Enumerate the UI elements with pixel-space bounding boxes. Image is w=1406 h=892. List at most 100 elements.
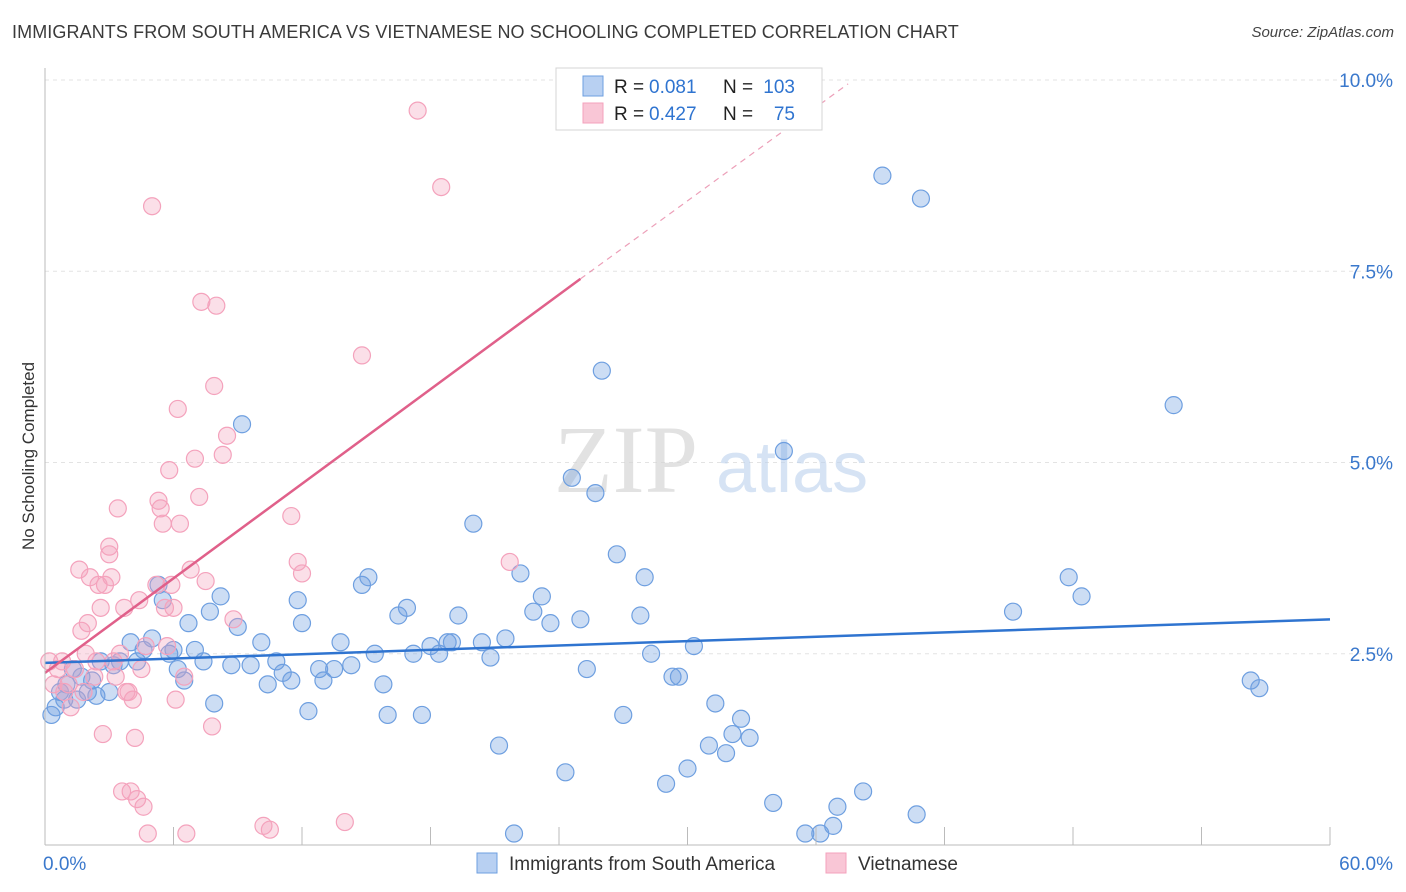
stats-r-label-blue: R = bbox=[614, 77, 644, 98]
y-tick-label-3: 10.0% bbox=[1339, 71, 1393, 92]
point-series1-14 bbox=[85, 667, 104, 686]
point-series1-71 bbox=[335, 812, 354, 832]
point-series0-80 bbox=[631, 606, 650, 625]
point-series1-49 bbox=[164, 598, 183, 617]
point-series0-81 bbox=[635, 568, 654, 587]
point-series1-33 bbox=[125, 728, 145, 748]
point-series1-39 bbox=[138, 824, 157, 843]
point-series0-109 bbox=[1250, 679, 1269, 698]
point-series1-6 bbox=[61, 698, 80, 717]
point-series0-40 bbox=[288, 591, 307, 610]
point-series0-37 bbox=[267, 652, 286, 671]
point-series0-90 bbox=[716, 744, 736, 763]
point-series1-37 bbox=[134, 797, 153, 816]
point-series0-31 bbox=[222, 656, 241, 675]
point-series1-68 bbox=[282, 506, 301, 526]
point-series0-77 bbox=[592, 361, 611, 380]
point-series1-47 bbox=[160, 461, 179, 480]
point-series0-107 bbox=[1164, 396, 1183, 415]
point-series0-44 bbox=[314, 671, 333, 690]
point-series0-55 bbox=[404, 644, 423, 663]
point-series0-88 bbox=[699, 736, 719, 755]
y-tick-label-1: 5.0% bbox=[1350, 454, 1393, 475]
point-series1-35 bbox=[130, 591, 149, 610]
point-series1-36 bbox=[132, 659, 151, 679]
point-series1-24 bbox=[106, 667, 125, 686]
point-series1-26 bbox=[110, 644, 130, 663]
y-tick-label-0: 2.5% bbox=[1350, 645, 1393, 666]
point-series1-40 bbox=[142, 197, 162, 216]
point-series0-91 bbox=[723, 724, 742, 744]
point-series1-55 bbox=[181, 560, 200, 579]
point-series0-52 bbox=[378, 705, 397, 725]
point-series1-43 bbox=[151, 499, 170, 518]
point-series1-53 bbox=[175, 667, 194, 686]
point-series0-47 bbox=[342, 656, 361, 675]
point-series0-29 bbox=[205, 694, 224, 713]
point-series0-24 bbox=[175, 671, 194, 690]
point-series0-65 bbox=[489, 736, 509, 755]
point-series0-51 bbox=[374, 675, 393, 694]
chart-source: Source: ZipAtlas.com bbox=[1251, 24, 1394, 41]
point-series0-79 bbox=[614, 705, 633, 725]
point-series1-59 bbox=[196, 571, 215, 591]
stats-n-value-blue: 103 bbox=[763, 77, 795, 98]
point-series0-75 bbox=[577, 659, 596, 679]
point-series0-49 bbox=[359, 568, 378, 587]
trend-line-series1 bbox=[44, 277, 582, 674]
point-series0-28 bbox=[200, 602, 220, 621]
point-series0-85 bbox=[669, 667, 689, 686]
point-series1-62 bbox=[207, 296, 226, 315]
legend-label-south-america: Immigrants from South America bbox=[509, 854, 776, 875]
point-series0-54 bbox=[397, 598, 417, 617]
point-series0-30 bbox=[211, 587, 230, 606]
point-series1-21 bbox=[100, 545, 119, 564]
point-series1-74 bbox=[432, 178, 451, 197]
stats-r-label-pink: R = bbox=[614, 104, 644, 125]
point-series0-63 bbox=[472, 633, 491, 652]
point-series1-44 bbox=[153, 514, 172, 533]
point-series1-51 bbox=[168, 399, 187, 419]
point-series1-64 bbox=[217, 426, 237, 445]
point-series1-52 bbox=[170, 514, 190, 533]
point-series0-73 bbox=[562, 468, 581, 487]
point-series1-50 bbox=[166, 690, 185, 709]
point-series1-61 bbox=[205, 376, 224, 396]
point-series0-59 bbox=[438, 633, 457, 652]
trend-layer bbox=[44, 83, 1331, 674]
point-series1-69 bbox=[288, 552, 307, 572]
chart-title: IMMIGRANTS FROM SOUTH AMERICA VS VIETNAM… bbox=[12, 22, 959, 42]
x-tick-label-0: 0.0% bbox=[43, 854, 86, 875]
point-series1-10 bbox=[74, 682, 93, 702]
point-series0-62 bbox=[464, 514, 483, 533]
axes-layer bbox=[44, 68, 1331, 846]
point-series1-20 bbox=[100, 537, 119, 556]
point-series0-27 bbox=[194, 652, 213, 671]
points-layer bbox=[40, 101, 1269, 843]
point-series0-101 bbox=[873, 166, 892, 185]
point-series0-39 bbox=[282, 671, 301, 690]
point-series0-61 bbox=[449, 606, 468, 625]
point-series1-63 bbox=[213, 445, 232, 464]
point-series1-56 bbox=[185, 449, 205, 468]
stats-n-label-pink: N = bbox=[723, 104, 753, 125]
point-series0-105 bbox=[1072, 587, 1091, 606]
legend-swatch-south-america bbox=[476, 852, 498, 874]
point-series0-103 bbox=[911, 189, 931, 208]
point-series0-36 bbox=[258, 675, 277, 694]
point-series0-25 bbox=[179, 614, 198, 633]
point-series1-7 bbox=[65, 659, 85, 679]
trend-line-series0 bbox=[44, 618, 1331, 665]
point-series0-82 bbox=[641, 644, 661, 663]
point-series0-93 bbox=[740, 728, 759, 748]
point-series1-46 bbox=[157, 636, 177, 656]
point-series0-86 bbox=[678, 759, 697, 778]
point-series1-72 bbox=[352, 346, 372, 365]
x-tick-label-1: 60.0% bbox=[1339, 854, 1393, 875]
point-series0-43 bbox=[310, 659, 329, 679]
point-series0-104 bbox=[1003, 602, 1023, 621]
stats-r-value-blue: 0.081 bbox=[649, 77, 697, 98]
stats-swatch-blue bbox=[582, 75, 604, 97]
point-series0-96 bbox=[796, 824, 815, 843]
point-series1-17 bbox=[91, 598, 110, 617]
